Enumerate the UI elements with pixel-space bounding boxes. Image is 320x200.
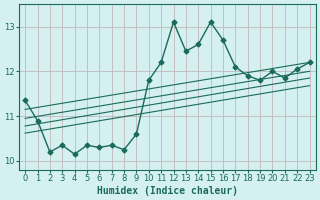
X-axis label: Humidex (Indice chaleur): Humidex (Indice chaleur) <box>97 186 238 196</box>
